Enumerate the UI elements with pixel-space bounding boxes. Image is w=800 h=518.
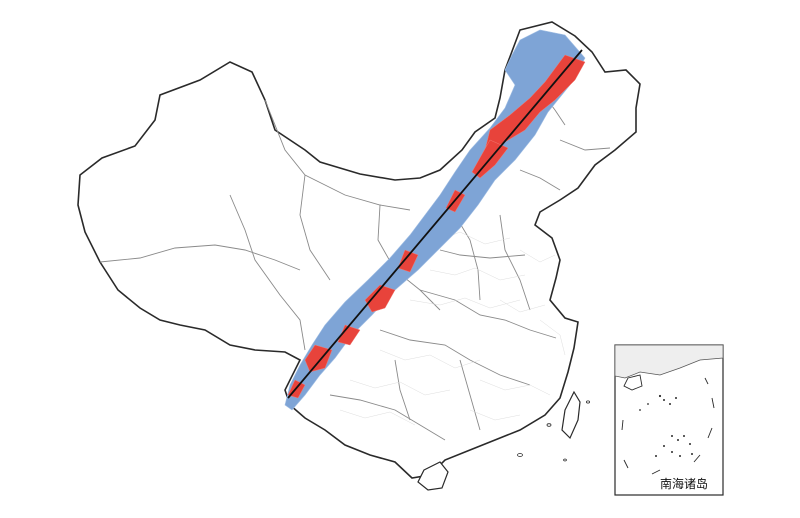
axis-line [287,49,583,399]
inset-island-dots [639,394,693,457]
coastal-islands [517,400,591,462]
inset-label: 南海诸岛 [660,476,708,491]
inset-mainland [614,344,724,379]
inset-dashed-line [621,377,715,475]
south-china-sea-inset: 南海诸岛 [614,344,724,496]
inset-hainan [623,374,643,391]
taiwan-island [561,390,581,440]
hainan-island [417,461,449,491]
province-borders [99,89,611,441]
county-borders [339,229,566,426]
